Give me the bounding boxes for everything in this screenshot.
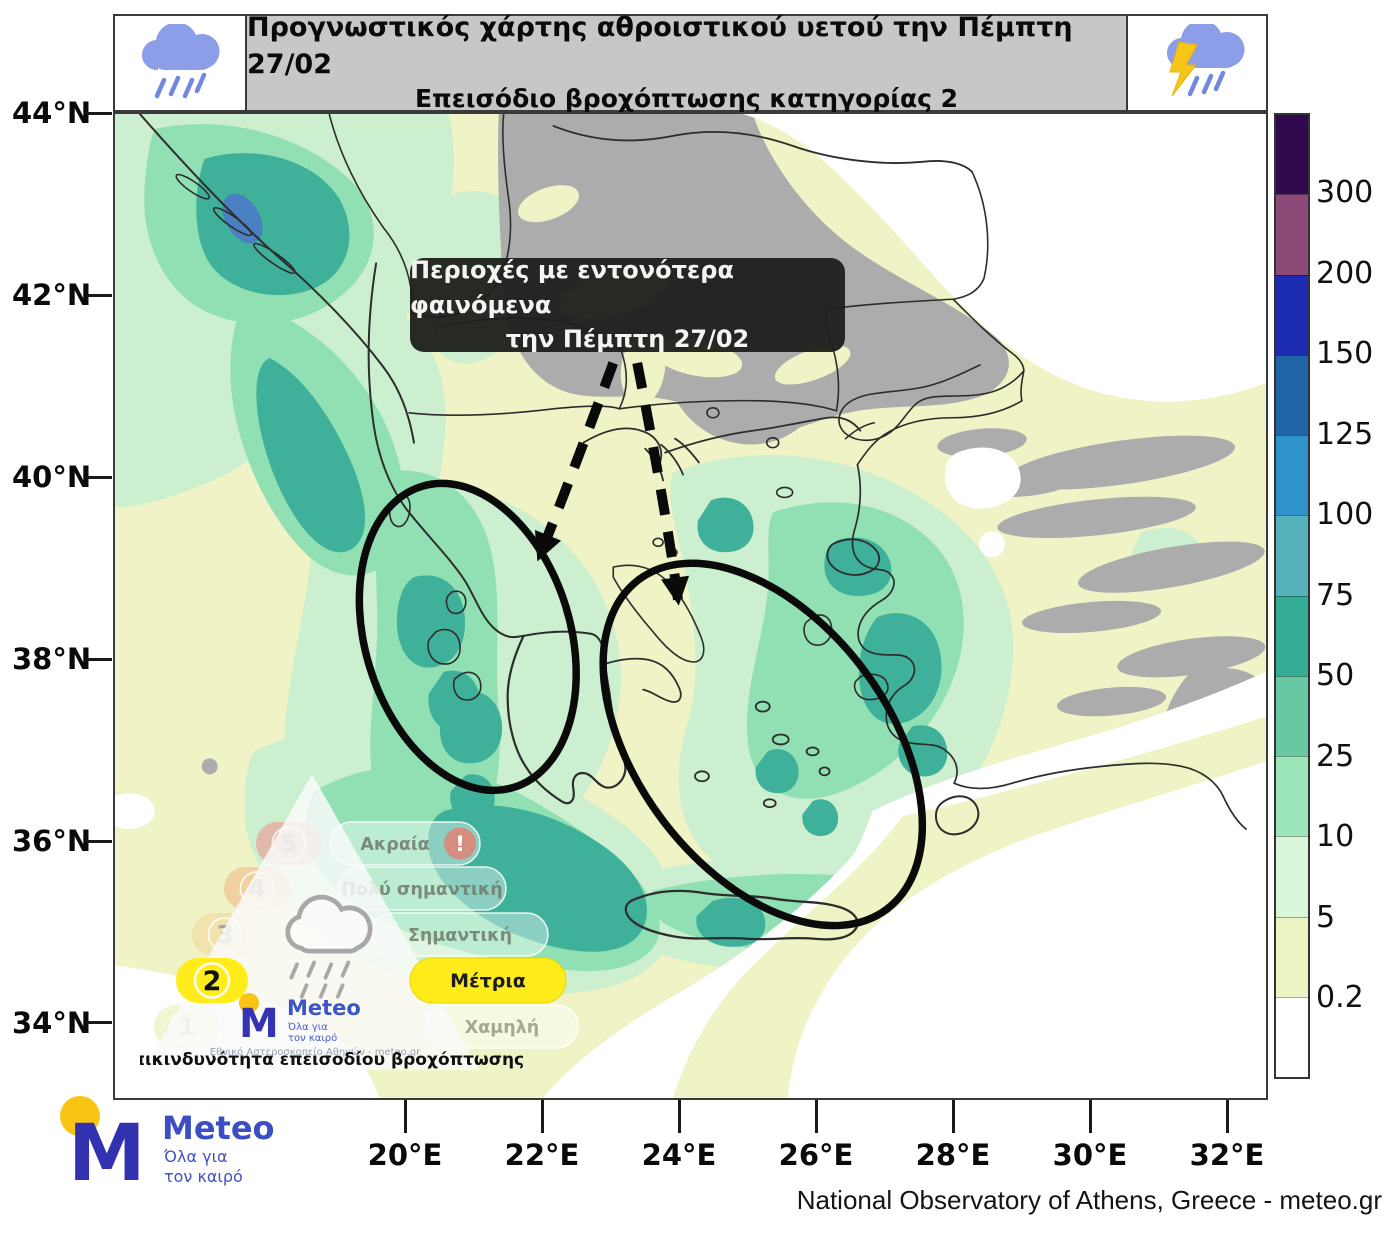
lat-tick [87, 1021, 112, 1024]
meteo-footer-name: Meteo [162, 1109, 275, 1147]
colorbar-segment [1276, 354, 1308, 435]
risk-label-2: Μέτρια [450, 970, 526, 992]
meteo-logo-footer: M Meteo Όλα για τον καιρό [52, 1092, 362, 1199]
annotation-callout: Περιοχές με εντονότερα φαινόμενα την Πέμ… [410, 256, 845, 353]
colorbar-tick: 5 [1316, 900, 1336, 935]
risk-label-1: Χαμηλή [465, 1018, 539, 1038]
svg-text:!: ! [455, 832, 465, 856]
lat-tick [87, 658, 112, 661]
lat-tick [87, 840, 112, 843]
lat-tick [87, 294, 112, 297]
lon-tick [1226, 1100, 1229, 1133]
risk-label-5: Ακραία [360, 835, 429, 855]
colorbar-tick: 25 [1316, 739, 1355, 774]
lon-label-30: 30°E [1052, 1138, 1128, 1172]
title-bar: Προγνωστικός χάρτης αθροιστικού υετού τη… [113, 12, 1268, 113]
lon-tick [678, 1100, 681, 1133]
annotation-line1: Περιοχές με εντονότερα φαινόμενα [410, 255, 734, 319]
map-title-line1: Προγνωστικός χάρτης αθροιστικού υετού τη… [247, 12, 1073, 80]
colorbar-tick: 300 [1316, 175, 1374, 210]
colorbar-tick: 50 [1316, 658, 1355, 693]
colorbar-segment [1276, 194, 1308, 275]
lat-tick [87, 476, 112, 479]
rain-cloud-icon [115, 16, 247, 110]
aegean-crete-ellipse [599, 559, 927, 930]
dashed-arrow-left [534, 361, 618, 562]
risk-label-4: Πολύ σημαντική [341, 880, 502, 900]
precipitation-colorbar [1274, 113, 1310, 1079]
exclamation-icon [444, 827, 476, 860]
lon-label-28: 28°E [915, 1138, 991, 1172]
colorbar-segment [1276, 274, 1308, 355]
meteo-footer-dot [60, 1096, 100, 1136]
colorbar-tick: 150 [1316, 336, 1374, 371]
rain-cloud-outline-icon [285, 894, 373, 999]
lat-label-42: 42°N [12, 278, 92, 312]
lon-label-24: 24°E [641, 1138, 717, 1172]
colorbar-tick: 75 [1316, 578, 1355, 613]
lat-label-44: 44°N [12, 96, 92, 130]
colorbar-tick: 125 [1316, 417, 1374, 452]
lat-label-38: 38°N [12, 642, 92, 676]
meteo-logo-tagline1: Όλα για [287, 1021, 328, 1033]
risk-pyramid: Ακραία ! Πολύ σημαντική Σημαντική Χαμηλή… [120, 768, 580, 1080]
lon-tick [1089, 1100, 1092, 1133]
colorbar-tick: 10 [1316, 819, 1355, 854]
meteo-logo-tagline2: τον καιρό [288, 1032, 337, 1044]
title-text-panel: Προγνωστικός χάρτης αθροιστικού υετού τη… [247, 12, 1126, 113]
lon-tick [952, 1100, 955, 1133]
colorbar-segment [1276, 996, 1308, 1077]
west-greece-ellipse [355, 479, 580, 795]
meteo-footer-tagline2: τον καιρό [164, 1167, 243, 1186]
meteo-footer-tagline1: Όλα για [163, 1147, 228, 1166]
risk-num-2: 2 [203, 966, 222, 997]
colorbar-tick: 200 [1316, 256, 1374, 291]
lat-label-34: 34°N [12, 1006, 92, 1040]
colorbar-segment [1276, 916, 1308, 997]
lon-tick [541, 1100, 544, 1133]
pyramid-caption: Επικινδυνότητα επεισοδίου βροχόπτωσης [140, 1050, 524, 1070]
colorbar-segment [1276, 515, 1308, 596]
lat-label-36: 36°N [12, 824, 92, 858]
colorbar-segment [1276, 675, 1308, 756]
colorbar-labels: 300 200 150 125 100 75 50 25 10 5 0.2 [1316, 113, 1386, 1079]
lon-tick [404, 1100, 407, 1133]
lon-label-20: 20°E [367, 1138, 443, 1172]
map-title-line2: Επεισόδιο βροχόπτωσης κατηγορίας 2 [414, 84, 959, 114]
colorbar-segment [1276, 595, 1308, 676]
lon-label-32: 32°E [1189, 1138, 1265, 1172]
svg-text:M: M [68, 1109, 146, 1197]
emphasis-overlay [355, 361, 927, 930]
lat-label-40: 40°N [12, 460, 92, 494]
lat-tick [87, 112, 112, 115]
svg-text:M: M [239, 1001, 279, 1047]
meteo-logo-small: M Meteo Όλα για τον καιρό Εθνικό Αστεροσ… [210, 993, 421, 1058]
lon-label-26: 26°E [778, 1138, 854, 1172]
risk-label-3: Σημαντική [408, 926, 512, 946]
risk-pill-metria-active [409, 957, 567, 1004]
lon-tick [815, 1100, 818, 1133]
colorbar-segment [1276, 435, 1308, 516]
colorbar-segment [1276, 115, 1308, 195]
lon-label-22: 22°E [504, 1138, 580, 1172]
risk-pill-2-active [176, 958, 248, 1003]
storm-cloud-icon [1126, 16, 1266, 110]
meteo-logo-dot [239, 993, 259, 1013]
meteo-logo-name: Meteo [287, 996, 361, 1020]
colorbar-segment [1276, 756, 1308, 837]
meteo-logo-org: Εθνικό Αστεροσκοπείο Αθηνών - meteo.gr [210, 1046, 421, 1058]
annotation-line2: την Πέμπτη 27/02 [505, 325, 750, 354]
colorbar-tick: 0.2 [1316, 980, 1364, 1015]
attribution-text: National Observatory of Athens, Greece -… [796, 1185, 1382, 1215]
colorbar-segment [1276, 836, 1308, 917]
colorbar-tick: 100 [1316, 497, 1374, 532]
